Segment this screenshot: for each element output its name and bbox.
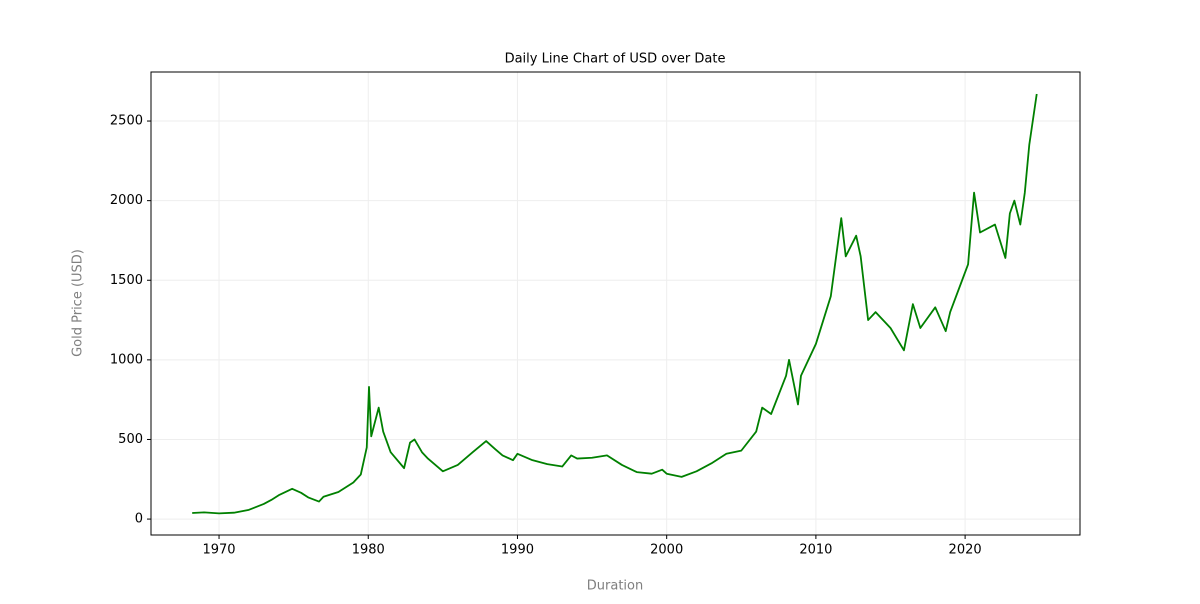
x-tick-label: 1990 [501,543,534,558]
plot-frame [150,71,1081,536]
y-tick-label: 2000 [110,193,143,208]
line-series [192,93,1038,515]
x-tick-label: 1970 [202,543,235,558]
chart-title: Daily Line Chart of USD over Date [505,52,726,67]
x-tick-label: 1980 [352,543,385,558]
y-axis-label: Gold Price (USD) [71,249,86,357]
y-tick-label: 0 [135,512,143,527]
x-tick-label: 2020 [949,543,982,558]
y-tick-label: 1500 [110,273,143,288]
y-tick-label: 2500 [110,114,143,129]
y-tick-label: 500 [118,432,143,447]
x-axis-label: Duration [587,579,643,594]
plot [192,93,1038,515]
grid [151,72,1080,535]
x-tick-label: 2010 [799,543,832,558]
y-tick-label: 1000 [110,352,143,367]
x-tick-label: 2000 [650,543,683,558]
